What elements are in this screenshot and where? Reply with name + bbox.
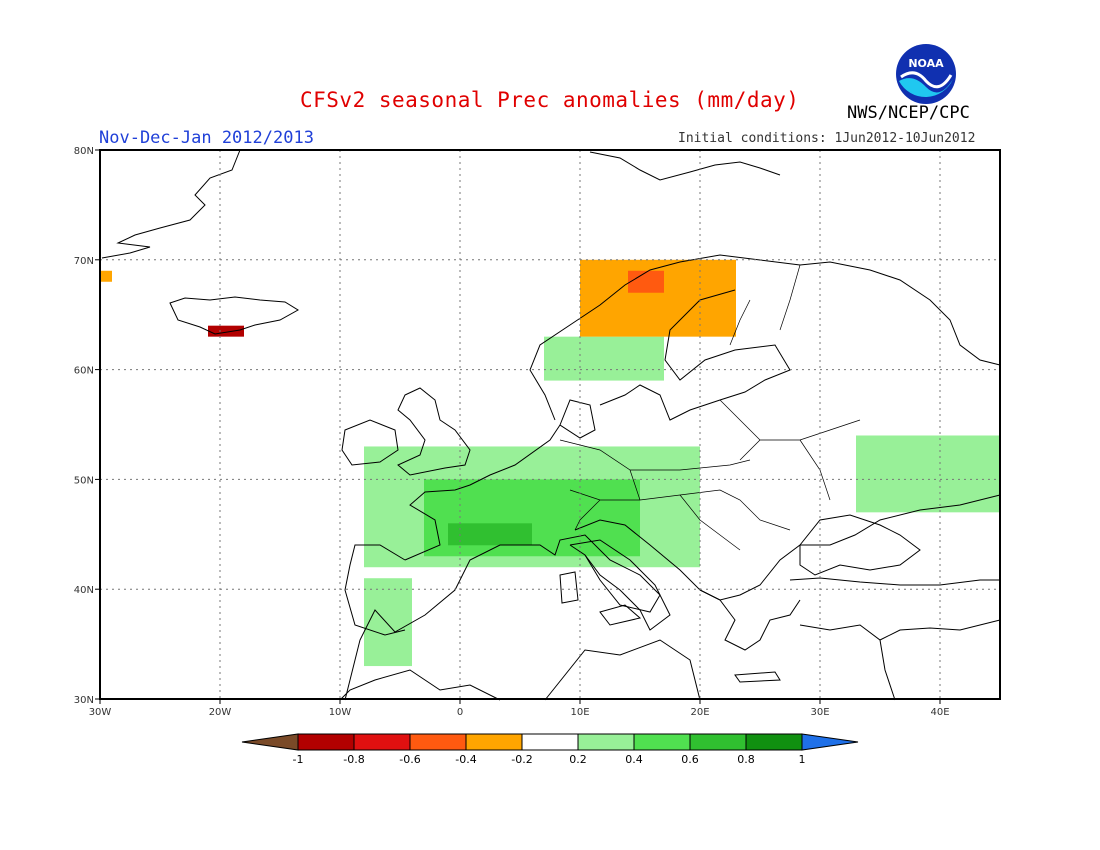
colorbar: -1 -0.8 -0.6 -0.4 -0.2 0.2 0.4 0.6 0.8 1 (241, 733, 859, 766)
colorbar-swatch (465, 733, 523, 751)
coastline-denmark (559, 399, 596, 439)
lon-tick-label: 10W (329, 707, 352, 718)
lat-tick-label: 80N (74, 146, 94, 157)
coastline-france (404, 424, 561, 561)
axis-ticks: 30N 40N 50N 60N 70N 80N 30W 20W 10W 0 10E 20E 30E 40E (74, 146, 950, 718)
lon-tick-label: 30E (810, 707, 829, 718)
coastline-scandinavia (529, 254, 1001, 421)
lon-tick-label: 0 (457, 707, 463, 718)
anomaly-cell (364, 578, 412, 667)
coastline-black-sea (799, 514, 921, 576)
lat-tick-label: 60N (74, 366, 94, 377)
initial-conditions: Initial conditions: 1Jun2012-10Jun2012 (678, 131, 976, 146)
anomaly-cell (208, 325, 244, 337)
colorbar-swatch (521, 733, 579, 751)
colorbar-swatch (297, 733, 355, 751)
colorbar-swatch (409, 733, 467, 751)
colorbar-label: 0.6 (681, 753, 699, 766)
anomaly-cell (856, 435, 1000, 513)
lat-tick-label: 70N (74, 256, 94, 267)
graticule (100, 150, 1000, 699)
colorbar-label: -1 (293, 753, 304, 766)
coastline-italy (569, 539, 671, 631)
colorbar-arrow-high (801, 733, 859, 751)
lat-tick-label: 30N (74, 695, 94, 706)
coastline-crete (734, 671, 781, 683)
coastline-levant (879, 639, 896, 701)
colorbar-label: -0.6 (399, 753, 420, 766)
coastlines (101, 149, 1001, 701)
colorbar-swatch (577, 733, 635, 751)
anomaly-cell (544, 336, 664, 381)
colorbar-label: -0.8 (343, 753, 364, 766)
lat-tick-label: 50N (74, 475, 94, 486)
colorbar-label: 1 (799, 753, 806, 766)
anomaly-cells (100, 259, 1000, 667)
noaa-logo-icon: NOAA (896, 44, 956, 104)
lon-tick-label: 40E (930, 707, 949, 718)
colorbar-swatch (689, 733, 747, 751)
colorbar-label: -0.2 (511, 753, 532, 766)
colorbar-swatch (353, 733, 411, 751)
lon-tick-label: 20W (209, 707, 232, 718)
lon-tick-label: 20E (690, 707, 709, 718)
anomaly-cell (628, 270, 664, 293)
forecast-period: Nov-Dec-Jan 2012/2013 (99, 128, 314, 148)
lat-tick-label: 40N (74, 585, 94, 596)
lon-tick-label: 30W (89, 707, 112, 718)
coastline-iceland (169, 296, 299, 335)
colorbar-label: -0.4 (455, 753, 476, 766)
coastline-turkey (789, 577, 1001, 641)
lon-tick-label: 10E (570, 707, 589, 718)
svg-text:NOAA: NOAA (908, 57, 944, 70)
coastline-greece (699, 589, 801, 651)
anomaly-cell (448, 523, 532, 546)
coastline-sardinia (559, 571, 579, 604)
chart-title: CFSv2 seasonal Prec anomalies (mm/day) (300, 88, 800, 112)
colorbar-swatch (745, 733, 803, 751)
map-frame (99, 149, 1001, 700)
coastline-britain (397, 387, 471, 476)
coastline-ireland (341, 419, 399, 466)
coastline-baltic (599, 289, 791, 421)
anomaly-cell (100, 270, 112, 282)
colorbar-label: 0.4 (625, 753, 643, 766)
coastline-svalbard (589, 151, 781, 181)
coastline-greenland (101, 149, 241, 259)
coastline-europe-west (339, 494, 1001, 701)
colorbar-label: 0.2 (569, 753, 587, 766)
colorbar-label: 0.8 (737, 753, 755, 766)
agency-label: NWS/NCEP/CPC (847, 103, 970, 123)
coastline-iberia (344, 544, 406, 636)
coastline-sicily (599, 604, 642, 626)
colorbar-arrow-low (241, 733, 299, 751)
colorbar-swatch (633, 733, 691, 751)
